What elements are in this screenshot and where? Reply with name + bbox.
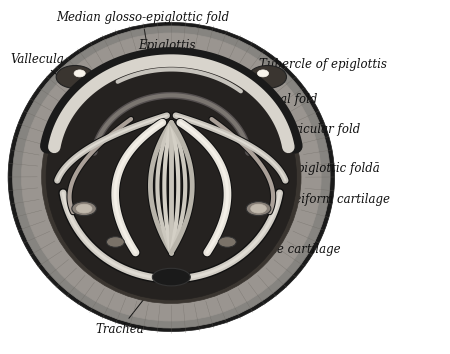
- Ellipse shape: [46, 54, 297, 300]
- Ellipse shape: [74, 70, 85, 77]
- Ellipse shape: [107, 237, 124, 247]
- Ellipse shape: [22, 33, 321, 321]
- Ellipse shape: [56, 65, 94, 88]
- Text: Corniculate cartilage: Corniculate cartilage: [185, 232, 341, 256]
- Ellipse shape: [218, 237, 236, 247]
- Text: Tubercle of epiglottis: Tubercle of epiglottis: [179, 58, 387, 92]
- Ellipse shape: [248, 65, 287, 88]
- Text: Trachea: Trachea: [95, 286, 154, 336]
- Ellipse shape: [257, 70, 269, 77]
- Ellipse shape: [13, 26, 330, 328]
- Text: Epiglottis: Epiglottis: [138, 39, 196, 71]
- Text: Median glosso-epiglottic fold: Median glosso-epiglottic fold: [56, 11, 229, 67]
- Ellipse shape: [8, 22, 334, 332]
- Ellipse shape: [251, 204, 266, 213]
- Ellipse shape: [76, 204, 92, 213]
- Ellipse shape: [153, 268, 190, 286]
- Text: Cuneiform cartilage: Cuneiform cartilage: [232, 193, 390, 206]
- Ellipse shape: [72, 201, 96, 216]
- Text: Ventricular fold: Ventricular fold: [210, 123, 361, 145]
- Text: Vallecula: Vallecula: [10, 53, 77, 91]
- Text: Vocal fold: Vocal fold: [203, 93, 317, 129]
- Ellipse shape: [42, 51, 301, 303]
- Text: Aryepiglottic foldā: Aryepiglottic foldā: [228, 162, 380, 175]
- Ellipse shape: [246, 201, 271, 216]
